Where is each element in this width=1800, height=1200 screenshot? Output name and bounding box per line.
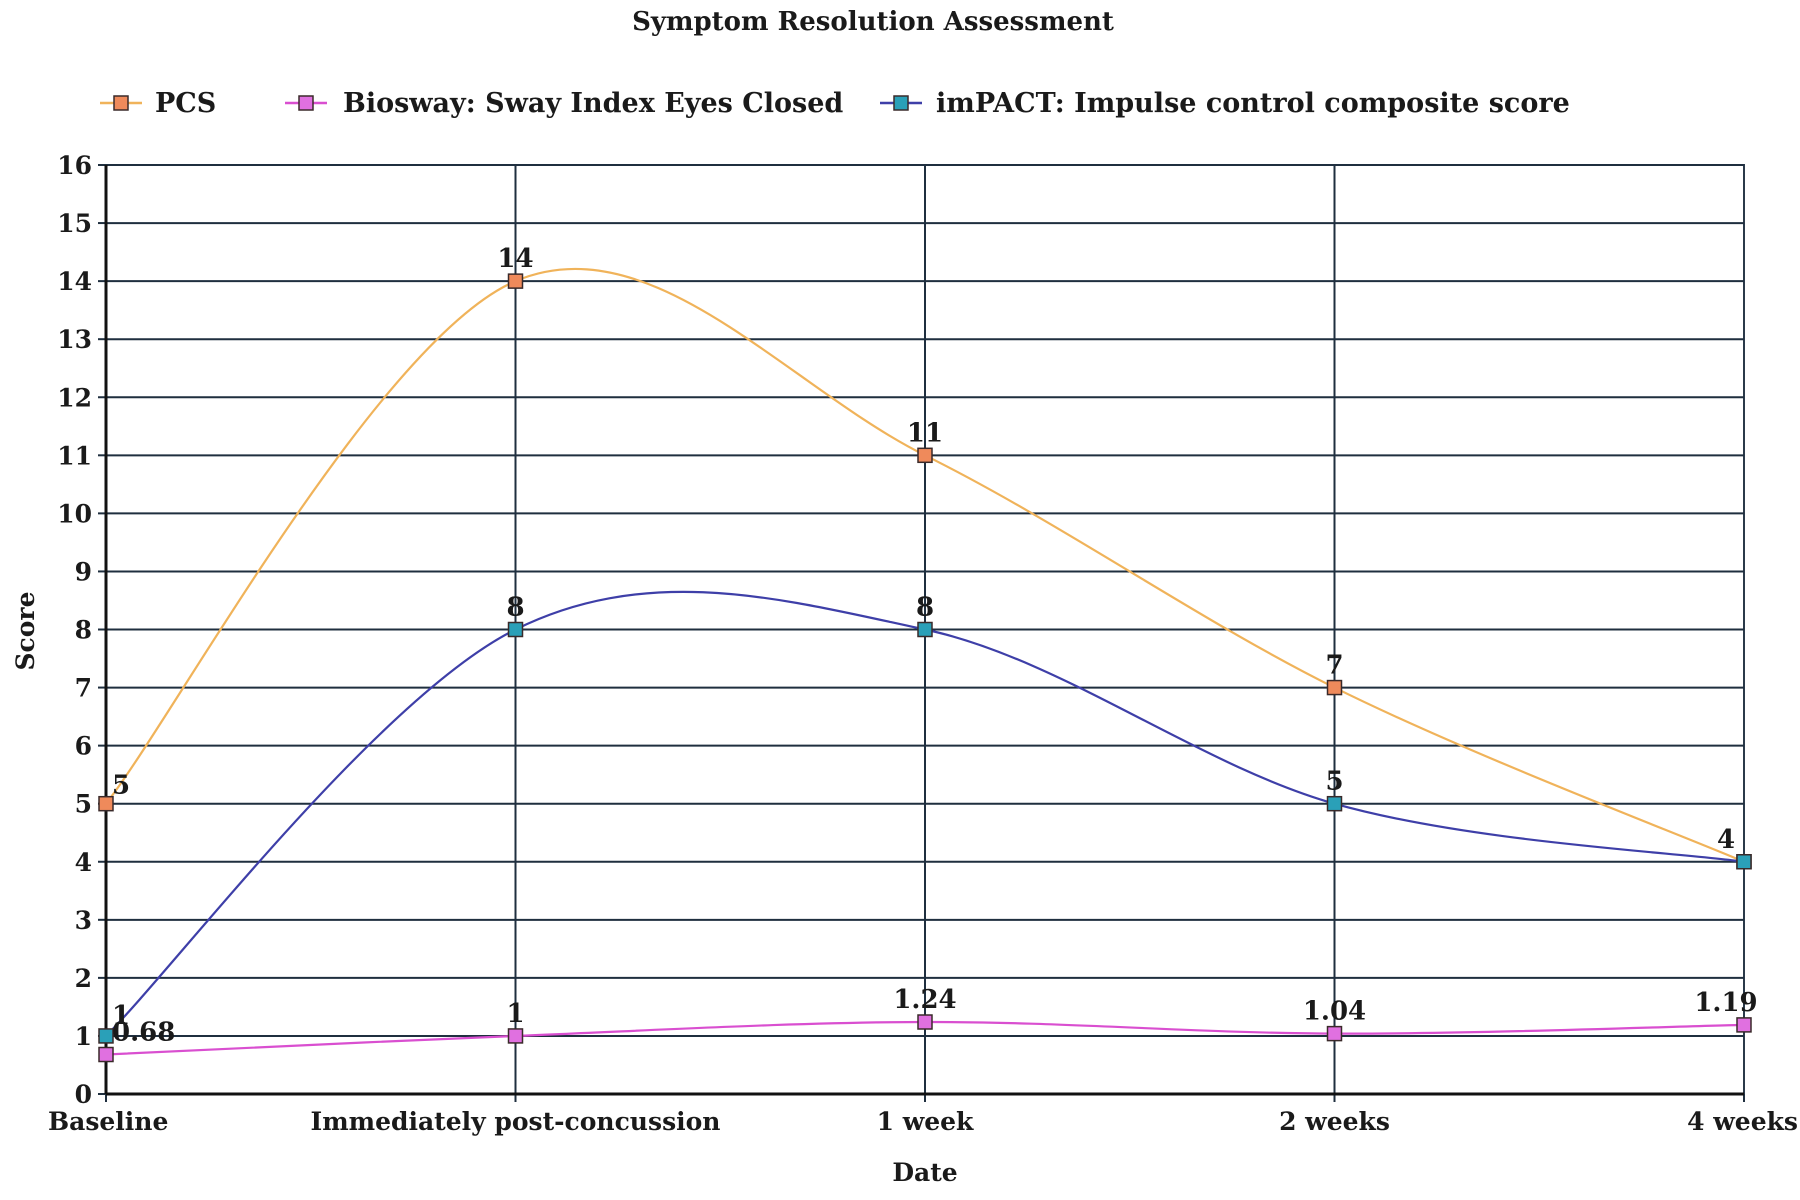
x-axis-label: Date xyxy=(892,1158,957,1187)
y-tick-label-4: 4 xyxy=(75,848,92,877)
x-tick-label-2: 1 week xyxy=(877,1107,974,1136)
y-tick-label-0: 0 xyxy=(75,1080,92,1109)
legend-label-impact-impulse-control-composite-score: imPACT: Impulse control composite score xyxy=(936,88,1570,119)
legend-marker-pcs xyxy=(113,95,129,111)
data-label-impact-impulse-control-composite-score-1: 8 xyxy=(506,593,524,623)
point-pcs-2 xyxy=(917,447,933,464)
legend: PCS Biosway: Sway Index Eyes Closed imPACT… xyxy=(100,88,1570,119)
point-biosway-sway-index-eyes-closed-4 xyxy=(1736,1017,1752,1033)
data-label-biosway-sway-index-eyes-closed-0: 0.68 xyxy=(112,1018,175,1048)
chart-title: Symptom Resolution Assessment xyxy=(632,7,1114,37)
x-tick-label-0: Baseline xyxy=(48,1107,168,1136)
y-tick-label-1: 1 xyxy=(75,1022,92,1051)
y-tick-label-8: 8 xyxy=(75,616,92,645)
x-tick-label-4: 4 weeks xyxy=(1687,1107,1798,1136)
point-impact-impulse-control-composite-score-1 xyxy=(507,621,524,638)
series-line-pcs xyxy=(105,267,1745,863)
y-tick-label-13: 13 xyxy=(57,325,92,354)
point-impact-impulse-control-composite-score-3 xyxy=(1326,795,1343,812)
series-line-impact-impulse-control-composite-score xyxy=(105,590,1745,1037)
y-tick-label-14: 14 xyxy=(57,267,92,296)
data-label-biosway-sway-index-eyes-closed-3: 1.04 xyxy=(1303,997,1366,1027)
data-label-impact-impulse-control-composite-score-0: 1 xyxy=(112,1001,130,1031)
data-label-impact-impulse-control-composite-score-3: 5 xyxy=(1325,767,1343,797)
data-label-impact-impulse-control-composite-score-2: 8 xyxy=(916,593,934,623)
data-label-biosway-sway-index-eyes-closed-4: 1.19 xyxy=(1694,988,1757,1018)
data-label-pcs-4: 4 xyxy=(1717,825,1735,855)
point-impact-impulse-control-composite-score-4 xyxy=(1736,854,1752,870)
y-tick-label-11: 11 xyxy=(57,441,92,470)
legend-label-biosway-sway-index-eyes-closed: Biosway: Sway Index Eyes Closed xyxy=(343,88,843,119)
data-label-biosway-sway-index-eyes-closed-1: 1 xyxy=(506,999,524,1029)
data-label-pcs-3: 7 xyxy=(1325,651,1343,681)
y-tick-label-15: 15 xyxy=(57,209,92,238)
data-label-pcs-0: 5 xyxy=(112,771,130,801)
legend-label-pcs: PCS xyxy=(155,88,216,119)
y-tick-label-16: 16 xyxy=(57,151,92,180)
legend-marker-impact-impulse-control-composite-score xyxy=(893,95,909,111)
point-biosway-sway-index-eyes-closed-1 xyxy=(507,1028,524,1044)
point-impact-impulse-control-composite-score-0 xyxy=(98,1028,114,1044)
series-markers xyxy=(98,273,1752,1063)
y-tick-label-9: 9 xyxy=(75,557,92,586)
point-pcs-0 xyxy=(98,795,114,812)
legend-marker-biosway-sway-index-eyes-closed xyxy=(298,95,314,111)
data-label-biosway-sway-index-eyes-closed-2: 1.24 xyxy=(893,985,956,1015)
point-pcs-1 xyxy=(507,273,524,289)
data-label-pcs-2: 11 xyxy=(907,418,943,448)
y-tick-label-6: 6 xyxy=(75,732,92,761)
y-axis-label: Score xyxy=(11,591,40,670)
point-biosway-sway-index-eyes-closed-2 xyxy=(917,1014,933,1030)
data-label-pcs-1: 14 xyxy=(497,244,533,274)
y-tick-label-3: 3 xyxy=(75,906,92,935)
point-pcs-3 xyxy=(1326,679,1343,696)
point-biosway-sway-index-eyes-closed-0 xyxy=(98,1046,114,1063)
point-impact-impulse-control-composite-score-2 xyxy=(917,621,933,638)
y-tick-label-2: 2 xyxy=(75,964,92,993)
y-tick-label-12: 12 xyxy=(57,383,92,412)
x-tick-label-3: 2 weeks xyxy=(1279,1107,1390,1136)
y-tick-label-5: 5 xyxy=(75,790,92,819)
y-tick-label-7: 7 xyxy=(75,674,92,703)
x-tick-label-1: Immediately post-concussion xyxy=(311,1107,721,1136)
point-biosway-sway-index-eyes-closed-3 xyxy=(1326,1025,1343,1042)
y-tick-label-10: 10 xyxy=(57,499,92,528)
